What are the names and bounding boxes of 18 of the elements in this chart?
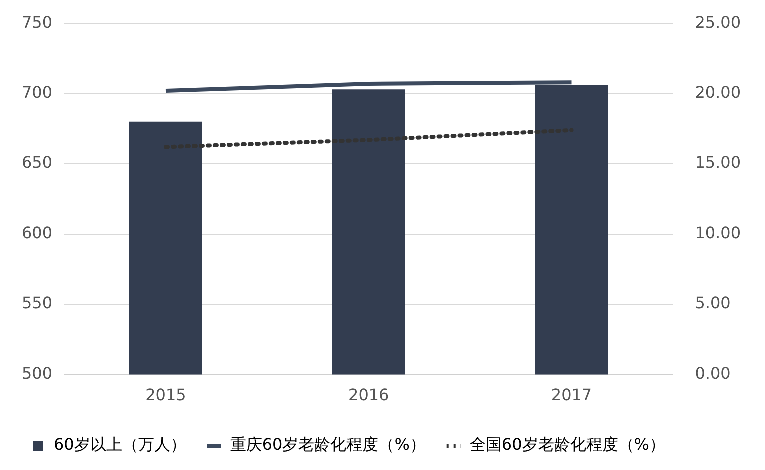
y2-tick-label: 15.00: [695, 153, 742, 172]
y-tick-label: 550: [22, 294, 53, 313]
y-tick-label: 600: [22, 223, 53, 242]
legend-label: 全国60岁老龄化程度（%）: [470, 435, 666, 454]
x-tick-label: 2016: [348, 386, 390, 405]
y-tick-label: 650: [22, 153, 53, 172]
y2-tick-label: 20.00: [695, 82, 742, 102]
y2-tick-label: 10.00: [695, 223, 742, 242]
y-tick-label: 700: [22, 82, 53, 102]
y2-tick-label: 25.00: [695, 12, 742, 32]
y2-tick-label: 0.00: [695, 364, 731, 383]
y2-tick-label: 5.00: [695, 294, 731, 313]
legend-label: 重庆60岁老龄化程度（%）: [230, 435, 426, 454]
x-tick-label: 2015: [146, 386, 186, 405]
y-tick-label: 500: [22, 364, 53, 383]
legend-label: 60岁以上（万人）: [54, 435, 186, 454]
x-tick-label: 2017: [551, 386, 592, 405]
y-tick-label: 750: [22, 12, 53, 32]
